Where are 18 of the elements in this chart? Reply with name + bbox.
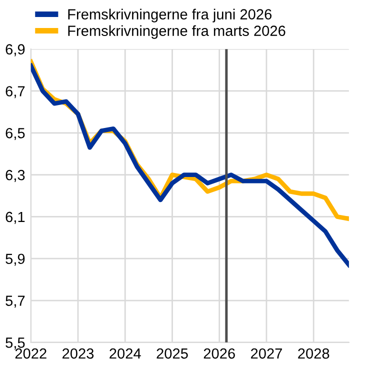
line-series [30,64,349,268]
legend-label: Fremskrivningerne fra juni 2026 [68,8,272,22]
x-tick-label: 2025 [156,348,188,359]
x-tick-label: 2022 [15,348,46,359]
y-tick-label: 6,5 [6,128,25,140]
y-tick-label: 5,5 [6,338,25,350]
x-tick-label: 2023 [62,348,94,359]
x-tick-label: 2028 [298,348,330,359]
y-tick-label: 6,3 [6,170,25,182]
x-tick-label: 2027 [250,348,282,359]
y-tick-label: 6,1 [6,212,25,224]
y-tick-label: 6,7 [6,86,25,98]
x-tick-label: 2026 [204,348,235,359]
y-tick-label: 5,7 [6,296,25,308]
legend-label: Fremskrivningerne fra marts 2026 [68,25,286,39]
y-tick-label: 6,9 [6,44,25,56]
y-tick-label: 5,9 [6,254,25,266]
x-tick-label: 2024 [110,348,141,359]
